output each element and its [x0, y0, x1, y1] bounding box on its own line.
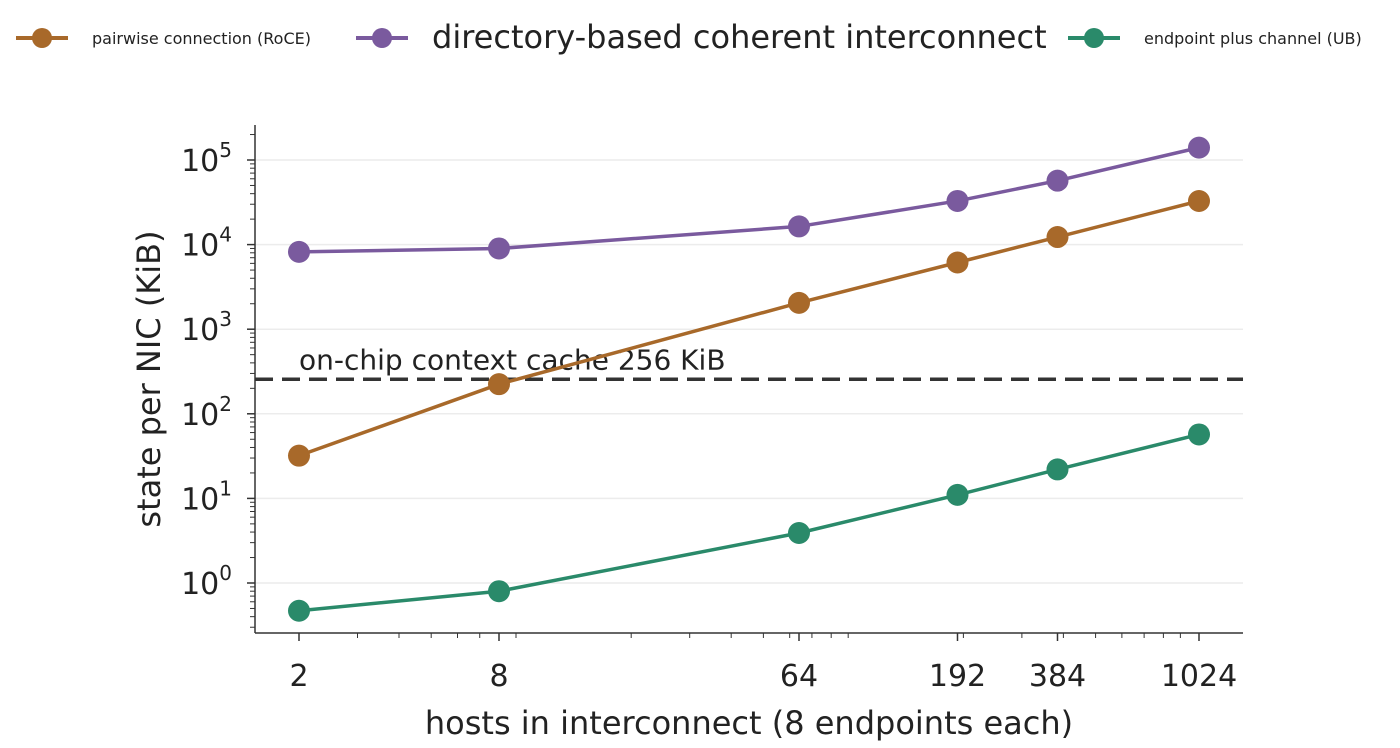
- series-line-1: [298, 145, 1200, 254]
- series-2-point-4: [1046, 458, 1069, 481]
- series-line-2: [298, 432, 1200, 613]
- legend-label-2: endpoint plus channel (UB): [1144, 29, 1362, 48]
- reference-line-group: on-chip context cache 256 KiB: [255, 343, 1243, 382]
- series-0-point-5: [1188, 189, 1210, 212]
- legend-swatch-marker-0: [32, 28, 52, 48]
- y-tick-label-4: 104: [181, 223, 232, 264]
- y-ticks: 100 101 102 103 104 105: [181, 134, 255, 628]
- legend-item-2: endpoint plus channel (UB): [1068, 28, 1362, 48]
- series-0-point-0: [288, 444, 310, 467]
- reference-line-label: on-chip context cache 256 KiB: [299, 343, 726, 376]
- series-0-point-2: [788, 291, 810, 314]
- legend-swatch-marker-1: [372, 28, 392, 48]
- series-line-0: [298, 199, 1200, 458]
- x-tick-label-0: 2: [289, 659, 308, 694]
- series-2-point-0: [288, 599, 310, 622]
- series-0-point-1: [488, 373, 510, 396]
- legend-item-1: directory-based coherent interconnect: [356, 18, 1047, 56]
- legend: pairwise connection (RoCE) directory-bas…: [16, 18, 1362, 56]
- y-tick-label-1: 101: [181, 476, 232, 517]
- x-axis-label: hosts in interconnect (8 endpoints each): [425, 704, 1073, 742]
- series-1-point-5: [1188, 136, 1210, 159]
- series-1-point-0: [288, 240, 310, 263]
- series-1-point-3: [946, 189, 969, 212]
- x-tick-label-5: 1024: [1161, 659, 1237, 694]
- y-tick-label-0: 100: [181, 561, 232, 602]
- x-ticks: 2 8 64 192 384 1024: [289, 633, 1237, 694]
- series-1-point-2: [788, 215, 810, 238]
- x-tick-label-4: 384: [1029, 659, 1086, 694]
- axes: [254, 125, 1243, 634]
- legend-item-0: pairwise connection (RoCE): [16, 28, 311, 48]
- series-group: [288, 136, 1210, 622]
- y-axis-label: state per NIC (KiB): [130, 230, 168, 527]
- series-2-point-3: [946, 483, 969, 506]
- legend-label-1: directory-based coherent interconnect: [432, 18, 1047, 56]
- series-0-point-4: [1046, 226, 1069, 249]
- series-1-point-1: [488, 237, 510, 260]
- series-0-point-3: [946, 251, 969, 274]
- series-2-point-2: [788, 521, 810, 544]
- legend-swatch-marker-2: [1084, 28, 1104, 48]
- x-tick-label-2: 64: [780, 659, 818, 694]
- series-1-point-4: [1046, 169, 1069, 192]
- x-tick-label-3: 192: [929, 659, 986, 694]
- series-2-point-5: [1188, 423, 1210, 446]
- x-tick-label-1: 8: [489, 659, 508, 694]
- y-tick-label-5: 105: [181, 138, 232, 179]
- y-tick-label-3: 103: [181, 307, 232, 348]
- series-2-point-1: [488, 580, 510, 603]
- legend-label-0: pairwise connection (RoCE): [92, 29, 311, 48]
- y-tick-label-2: 102: [181, 392, 232, 433]
